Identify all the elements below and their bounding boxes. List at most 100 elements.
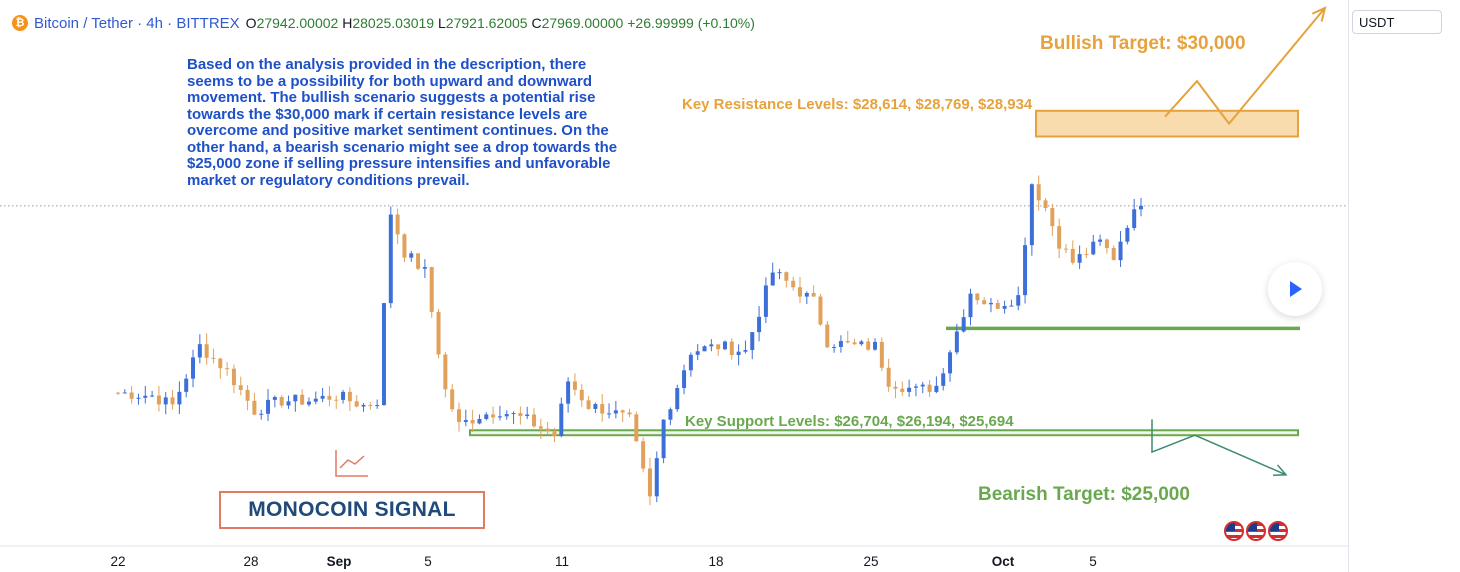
bearish-path xyxy=(1151,419,1287,476)
candle-body xyxy=(784,272,789,281)
candle-body xyxy=(1132,209,1137,228)
candle-body xyxy=(1084,254,1089,256)
candle-body xyxy=(191,357,196,379)
candle-body xyxy=(1139,205,1143,210)
candle-body xyxy=(729,341,734,356)
candle-body xyxy=(620,410,625,413)
candle-body xyxy=(422,267,427,269)
candle-body xyxy=(988,302,993,305)
bitcoin-icon: ₿ xyxy=(12,15,28,31)
candle-body xyxy=(450,389,455,410)
candle-body xyxy=(211,357,216,359)
candle-body xyxy=(286,401,291,406)
pair-name: Bitcoin / Tether xyxy=(34,14,133,32)
candle-body xyxy=(1029,184,1034,246)
watermark-text: MONOCOIN SIGNAL xyxy=(248,498,456,521)
candle-body xyxy=(818,296,823,325)
candle-body xyxy=(347,391,352,402)
candle-body xyxy=(586,400,591,409)
candle-body xyxy=(156,395,161,405)
candle-body xyxy=(873,341,878,350)
candle-body xyxy=(1016,295,1021,306)
candle-body xyxy=(361,404,366,407)
candle-body xyxy=(354,401,359,407)
candle-body xyxy=(116,392,120,394)
candle-body xyxy=(375,405,380,407)
candle-body xyxy=(948,352,953,374)
x-tick-label: 11 xyxy=(555,554,569,569)
high-value: 28025.03019 xyxy=(352,15,435,31)
candle-body xyxy=(238,385,243,390)
candle-body xyxy=(695,351,700,355)
candle-body xyxy=(170,397,175,405)
watermark-logo: MONOCOIN SIGNAL xyxy=(219,491,485,529)
candle-body xyxy=(982,300,987,305)
candle-body xyxy=(184,378,189,392)
flag-group xyxy=(1224,521,1288,541)
bearish-target-label: Bearish Target: $25,000 xyxy=(978,484,1190,505)
low-value: 27921.62005 xyxy=(445,15,528,31)
candle-body xyxy=(477,418,482,424)
candle-body xyxy=(559,403,564,437)
change-value: +26.99999 (+0.10%) xyxy=(627,15,755,31)
x-tick-label: Sep xyxy=(327,554,352,569)
currency-selector[interactable]: USDT xyxy=(1352,10,1442,34)
candle-body xyxy=(1050,207,1055,227)
candle-body xyxy=(757,316,762,333)
candle-body xyxy=(443,354,448,390)
candle-body xyxy=(306,401,311,405)
bullish-path xyxy=(1164,7,1326,126)
candle-body xyxy=(429,267,434,312)
us-flag-icon xyxy=(1224,521,1244,541)
candle-body xyxy=(320,395,325,399)
candle-body xyxy=(1111,247,1116,261)
candle-body xyxy=(327,395,332,400)
candle-body xyxy=(1002,305,1007,309)
support-zone xyxy=(469,429,1299,437)
x-tick-label: 5 xyxy=(1089,554,1097,569)
candle-body xyxy=(525,414,530,417)
x-tick-label: Oct xyxy=(992,554,1015,569)
candle-body xyxy=(402,234,407,258)
indicator-icon-axes xyxy=(335,450,368,477)
candle-body xyxy=(798,287,802,297)
close-value: 27969.00000 xyxy=(541,15,624,31)
candle-body xyxy=(245,389,250,401)
x-tick-label: 28 xyxy=(243,554,258,569)
play-icon xyxy=(1290,281,1302,297)
support-label: Key Support Levels: $26,704, $26,194, $2… xyxy=(685,413,1014,430)
candle-body xyxy=(504,414,509,417)
candle-body xyxy=(879,341,884,368)
us-flag-icon xyxy=(1246,521,1266,541)
candle-body xyxy=(218,358,223,369)
low-label: L xyxy=(438,15,446,31)
price-axis[interactable] xyxy=(1348,0,1460,572)
candle-body xyxy=(572,381,577,390)
play-button[interactable] xyxy=(1268,262,1322,316)
candle-body xyxy=(334,399,339,401)
candle-body xyxy=(961,317,966,332)
candle-body xyxy=(709,344,714,347)
candle-body xyxy=(743,350,748,352)
candle-body xyxy=(886,367,891,387)
x-tick-label: 5 xyxy=(424,554,432,569)
candle-body xyxy=(1125,227,1130,242)
candle-body xyxy=(791,280,796,288)
symbol-title[interactable]: Bitcoin / Tether · 4h · BITTREX xyxy=(34,14,240,32)
candle-body xyxy=(927,384,932,392)
candle-body xyxy=(825,324,830,348)
candle-body xyxy=(1091,241,1096,255)
candle-body xyxy=(770,272,775,286)
candle-body xyxy=(204,344,209,358)
candle-body xyxy=(913,386,918,388)
candle-body xyxy=(177,391,182,405)
candle-body xyxy=(907,387,912,392)
candle-body xyxy=(538,426,543,429)
chart-header: ₿ Bitcoin / Tether · 4h · BITTREX O27942… xyxy=(12,12,755,34)
candle-body xyxy=(491,414,496,418)
candle-body xyxy=(436,311,441,355)
candle-body xyxy=(995,302,1000,309)
candle-body xyxy=(197,344,202,358)
candle-body xyxy=(129,392,134,399)
